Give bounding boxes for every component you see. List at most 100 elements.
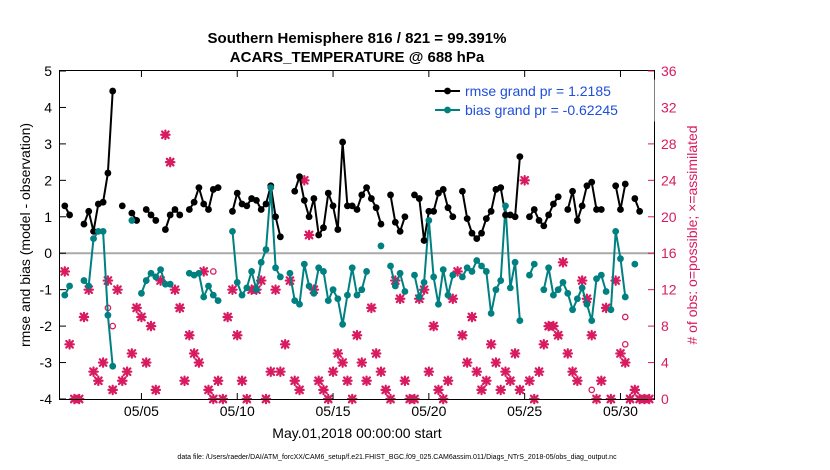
rmse-point	[564, 206, 572, 213]
bias-point	[300, 260, 308, 268]
y-right-tick-label: 16	[661, 245, 677, 261]
rmse-point	[569, 187, 576, 195]
rmse-point	[478, 229, 485, 237]
x-axis-label: May.01,2018 00:00:00 start	[272, 425, 442, 441]
rmse-line	[389, 194, 406, 233]
x-tick-label: 05/05	[124, 403, 159, 419]
bias-point	[569, 306, 576, 314]
bias-point	[248, 268, 256, 275]
bias-point	[363, 268, 370, 275]
obs-assimilated-marker	[332, 348, 344, 359]
rmse-point	[530, 206, 538, 213]
rmse-point	[401, 213, 409, 221]
obs-assimilated-marker	[169, 284, 181, 295]
rmse-point	[435, 189, 442, 197]
rmse-point	[320, 224, 327, 232]
bias-point	[353, 291, 361, 299]
bias-point	[415, 293, 423, 301]
obs-assimilated-marker	[64, 339, 75, 350]
rmse-point	[118, 202, 126, 210]
rmse-point	[387, 191, 394, 199]
rmse-point	[516, 153, 524, 161]
bias-point	[348, 264, 356, 272]
obs-assimilated-marker	[265, 366, 277, 377]
bias-point	[617, 255, 624, 263]
bias-point	[80, 277, 88, 284]
y-axis-right-label: # of obs: o=possible; ×=assimilated	[684, 125, 700, 344]
bias-point	[339, 320, 347, 328]
rmse-point	[430, 207, 438, 215]
rmse-point	[90, 227, 97, 235]
rmse-point	[300, 196, 308, 204]
rmse-point	[85, 207, 93, 215]
rmse-point	[588, 178, 596, 186]
rmse-point	[367, 195, 375, 202]
rmse-point	[161, 226, 169, 233]
obs-assimilated-marker	[447, 293, 459, 305]
rmse-point	[415, 195, 423, 202]
x-tick-label: 05/15	[316, 403, 351, 419]
y-right-tick-label: 0	[661, 391, 669, 407]
obs-assimilated-marker	[236, 375, 248, 387]
bias-point	[262, 246, 270, 253]
bias-point	[588, 317, 596, 325]
rmse-point	[142, 206, 150, 213]
obs-assimilated-marker	[126, 348, 138, 359]
rmse-point	[554, 193, 562, 201]
rmse-point	[573, 217, 581, 224]
obs-assimilated-marker	[270, 284, 281, 295]
y-tick-label: 2	[44, 172, 52, 188]
rmse-point	[104, 169, 112, 177]
rmse-point	[468, 229, 476, 237]
chart-subtitle: ACARS_TEMPERATURE @ 688 hPa	[230, 49, 485, 66]
bias-point	[233, 278, 241, 286]
bias-point	[310, 289, 318, 297]
obs-possible-marker	[109, 322, 117, 330]
bias-point	[200, 293, 208, 301]
rmse-point	[262, 200, 270, 208]
y-right-tick-label: 36	[661, 63, 677, 79]
bias-point	[267, 184, 275, 192]
rmse-point	[133, 217, 141, 224]
x-tick-label: 05/20	[411, 403, 446, 419]
obs-assimilated-marker	[576, 275, 588, 286]
plot-frame	[59, 70, 655, 400]
rmse-point	[296, 173, 303, 181]
bias-point	[497, 277, 505, 284]
rmse-point	[329, 202, 337, 210]
rmse-point	[334, 226, 342, 233]
rmse-point	[597, 206, 605, 213]
y-tick-label: 5	[44, 63, 52, 79]
bias-point	[90, 235, 97, 243]
rmse-point	[128, 209, 136, 217]
obs-assimilated-marker	[136, 311, 147, 323]
obs-assimilated-marker	[366, 302, 377, 314]
obs-assimilated-marker	[188, 348, 200, 359]
bias-point	[66, 282, 73, 290]
bias-point	[458, 273, 466, 281]
y-tick-label: -1	[40, 282, 53, 298]
y-right-tick-label: 12	[661, 282, 677, 298]
y-right-tick-label: 8	[661, 318, 669, 334]
obs-assimilated-marker	[361, 375, 372, 387]
bias-point	[482, 268, 490, 275]
rmse-point	[621, 180, 629, 188]
obs-assimilated-marker	[500, 366, 511, 377]
bias-point	[161, 280, 169, 288]
obs-assimilated-marker	[227, 284, 238, 295]
y-tick-label: 1	[44, 209, 52, 225]
obs-assimilated-marker	[461, 357, 473, 368]
obs-assimilated-marker	[150, 384, 162, 396]
rmse-point	[482, 215, 490, 223]
rmse-point	[439, 186, 447, 193]
obs-assimilated-marker	[116, 375, 128, 387]
rmse-point	[502, 211, 509, 219]
rmse-point	[257, 206, 265, 213]
bias-point	[152, 273, 160, 281]
legend-bias-label: bias grand pr = -0.62245	[465, 102, 618, 118]
obs-assimilated-marker	[179, 375, 190, 387]
bias-point	[612, 227, 620, 235]
rmse-point	[229, 207, 236, 215]
obs-assimilated-marker	[327, 366, 339, 377]
bias-point	[526, 271, 533, 279]
